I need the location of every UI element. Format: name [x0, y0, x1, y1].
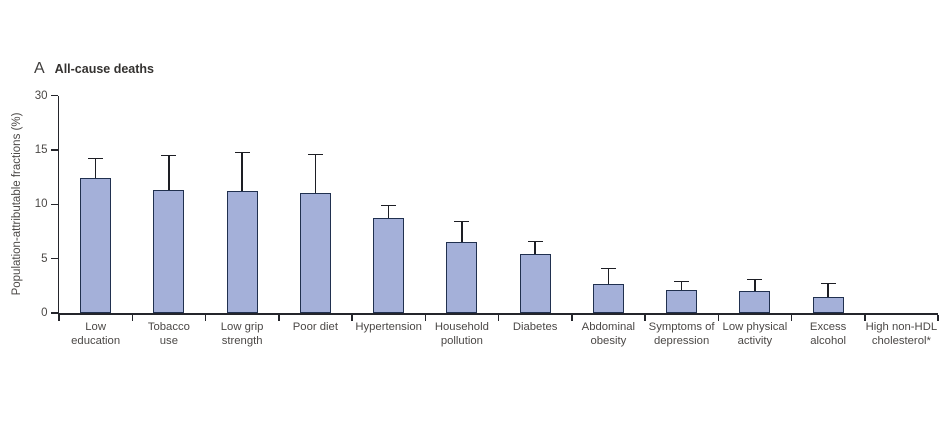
- bar: [812, 296, 844, 313]
- category-label-line: depression: [653, 335, 710, 347]
- category-label: Tobacco use: [124, 320, 213, 348]
- y-tick-label: 10: [34, 198, 48, 211]
- panel-header: A All-cause deaths: [34, 60, 154, 78]
- error-bar-line: [827, 283, 829, 297]
- x-tick: [204, 314, 207, 321]
- category-label-line: Low physical: [722, 321, 788, 333]
- category-label-line: strength: [221, 335, 263, 347]
- x-tick: [571, 314, 573, 321]
- x-tick: [497, 314, 500, 321]
- category-label-line: High non-HDL: [865, 321, 938, 333]
- category-label: Symptoms of depression: [637, 320, 726, 348]
- error-bar-line: [461, 221, 463, 243]
- y-axis-line: [57, 95, 59, 313]
- category-label-line: Poor diet: [292, 321, 338, 333]
- category-label-line: Low: [85, 321, 106, 333]
- category-label: Low education: [51, 320, 140, 348]
- x-tick: [864, 314, 866, 321]
- error-bar-line: [754, 279, 756, 292]
- error-bar-line: [607, 268, 610, 284]
- error-bar-line: [314, 154, 317, 194]
- category-label-line: Hypertension: [355, 321, 422, 333]
- category-label-line: Diabetes: [512, 321, 558, 333]
- y-tick-label: 15: [34, 144, 48, 156]
- category-label-line: activity: [737, 335, 773, 347]
- category-label-line: obesity: [590, 335, 627, 347]
- category-label-line: pollution: [440, 335, 483, 347]
- category-label-line: Household: [434, 321, 489, 333]
- category-label-line: alcohol: [810, 335, 847, 347]
- y-tick: [50, 257, 58, 260]
- error-bar-cap: [747, 278, 763, 280]
- category-label-line: Tobacco: [147, 321, 190, 333]
- bar: [739, 291, 771, 313]
- category-label: Low grip strength: [198, 320, 287, 348]
- category-label-line: use: [159, 335, 178, 347]
- bar: [153, 190, 185, 313]
- bar: [226, 191, 258, 313]
- y-tick-label: 0: [41, 307, 48, 319]
- error-bar-line: [94, 158, 97, 179]
- error-bar-cap: [381, 204, 397, 207]
- x-tick: [790, 314, 793, 321]
- category-label-line: Abdominal: [581, 321, 636, 333]
- bar: [666, 290, 698, 313]
- category-label: Hypertension: [344, 320, 433, 334]
- error-bar-line: [534, 241, 536, 255]
- x-tick: [351, 314, 353, 321]
- y-tick-label: 30: [34, 89, 48, 102]
- error-bar-line: [680, 281, 683, 291]
- x-tick: [424, 314, 426, 321]
- category-label: High non-HDL cholesterol*: [857, 320, 943, 348]
- error-bar-cap: [600, 267, 616, 270]
- x-tick: [644, 314, 646, 321]
- x-tick: [131, 314, 133, 321]
- error-bar-cap: [454, 221, 470, 223]
- panel-title: All-cause deaths: [54, 62, 155, 76]
- category-label-line: Low grip: [220, 321, 264, 333]
- bar: [519, 254, 551, 313]
- error-bar-cap: [307, 153, 323, 155]
- error-bar-cap: [88, 158, 104, 160]
- y-tick-label: 5: [41, 252, 48, 265]
- error-bar-line: [387, 205, 390, 219]
- category-label: Household pollution: [417, 320, 506, 348]
- category-label: Abdominal obesity: [564, 320, 653, 348]
- error-bar-cap: [674, 280, 690, 283]
- bar: [80, 178, 112, 313]
- category-label: Diabetes: [491, 320, 580, 334]
- bar: [373, 218, 405, 313]
- error-bar-cap: [527, 240, 543, 242]
- y-tick: [50, 203, 58, 206]
- bar: [592, 283, 624, 313]
- category-label: Low physical activity: [710, 320, 799, 348]
- category-label-line: education: [71, 335, 121, 347]
- category-label: Poor diet: [271, 320, 360, 334]
- error-bar-cap: [820, 283, 836, 285]
- y-tick: [50, 312, 58, 314]
- category-label: Excess alcohol: [784, 320, 873, 348]
- category-label-line: Excess: [809, 321, 847, 333]
- error-bar-line: [241, 152, 243, 192]
- x-tick: [278, 314, 280, 321]
- bar: [299, 193, 331, 313]
- error-bar-line: [168, 155, 170, 191]
- x-tick: [58, 314, 60, 321]
- x-axis-line: [57, 313, 938, 315]
- error-bar-cap: [234, 151, 250, 153]
- category-label-line: cholesterol*: [871, 335, 931, 347]
- x-tick: [717, 314, 719, 321]
- x-tick: [937, 314, 939, 321]
- error-bar-cap: [161, 154, 177, 157]
- category-label-line: Symptoms of: [648, 321, 715, 333]
- bar: [446, 242, 478, 313]
- panel-letter: A: [34, 60, 45, 77]
- y-tick: [50, 149, 58, 151]
- y-tick: [50, 94, 58, 97]
